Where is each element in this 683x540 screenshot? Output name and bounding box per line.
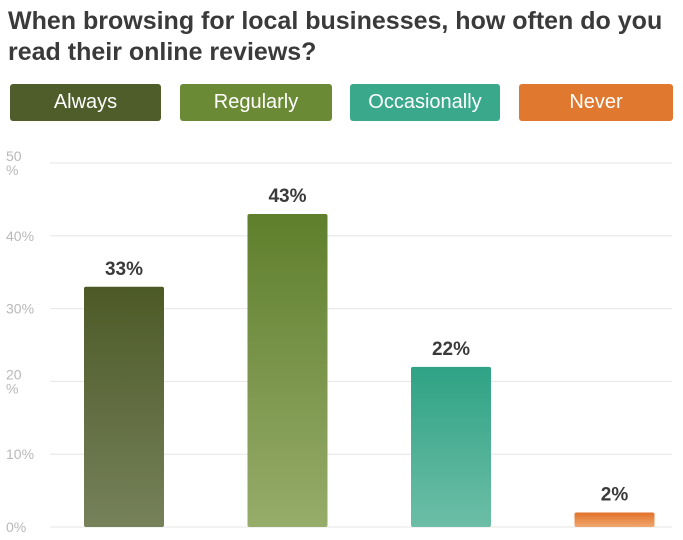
y-tick-label: 40% xyxy=(6,228,34,244)
legend: Always Regularly Occasionally Never xyxy=(10,84,673,121)
y-tick-label: 50% xyxy=(6,148,22,178)
data-label-regularly: 43% xyxy=(268,186,306,207)
y-tick-label: 20% xyxy=(6,366,22,396)
y-tick-label: 0% xyxy=(6,519,26,535)
legend-item-occasionally: Occasionally xyxy=(350,84,500,121)
y-tick-label: 10% xyxy=(6,446,34,462)
y-tick-label: 30% xyxy=(6,301,34,317)
bar-occasionally xyxy=(411,366,491,527)
data-label-never: 2% xyxy=(601,484,629,505)
legend-item-always: Always xyxy=(10,84,161,121)
bar-always xyxy=(84,286,164,527)
bar-chart: 0% 10% 20 % 30% 40% 50 % 33% 43% 22% 2% xyxy=(6,148,672,535)
legend-item-regularly: Regularly xyxy=(180,84,332,121)
bar-never xyxy=(574,512,655,527)
chart-title: When browsing for local businesses, how … xyxy=(8,7,663,66)
bar-regularly xyxy=(247,213,328,527)
data-label-occasionally: 22% xyxy=(432,339,470,360)
legend-item-never: Never xyxy=(519,84,673,121)
data-label-always: 33% xyxy=(105,259,143,280)
